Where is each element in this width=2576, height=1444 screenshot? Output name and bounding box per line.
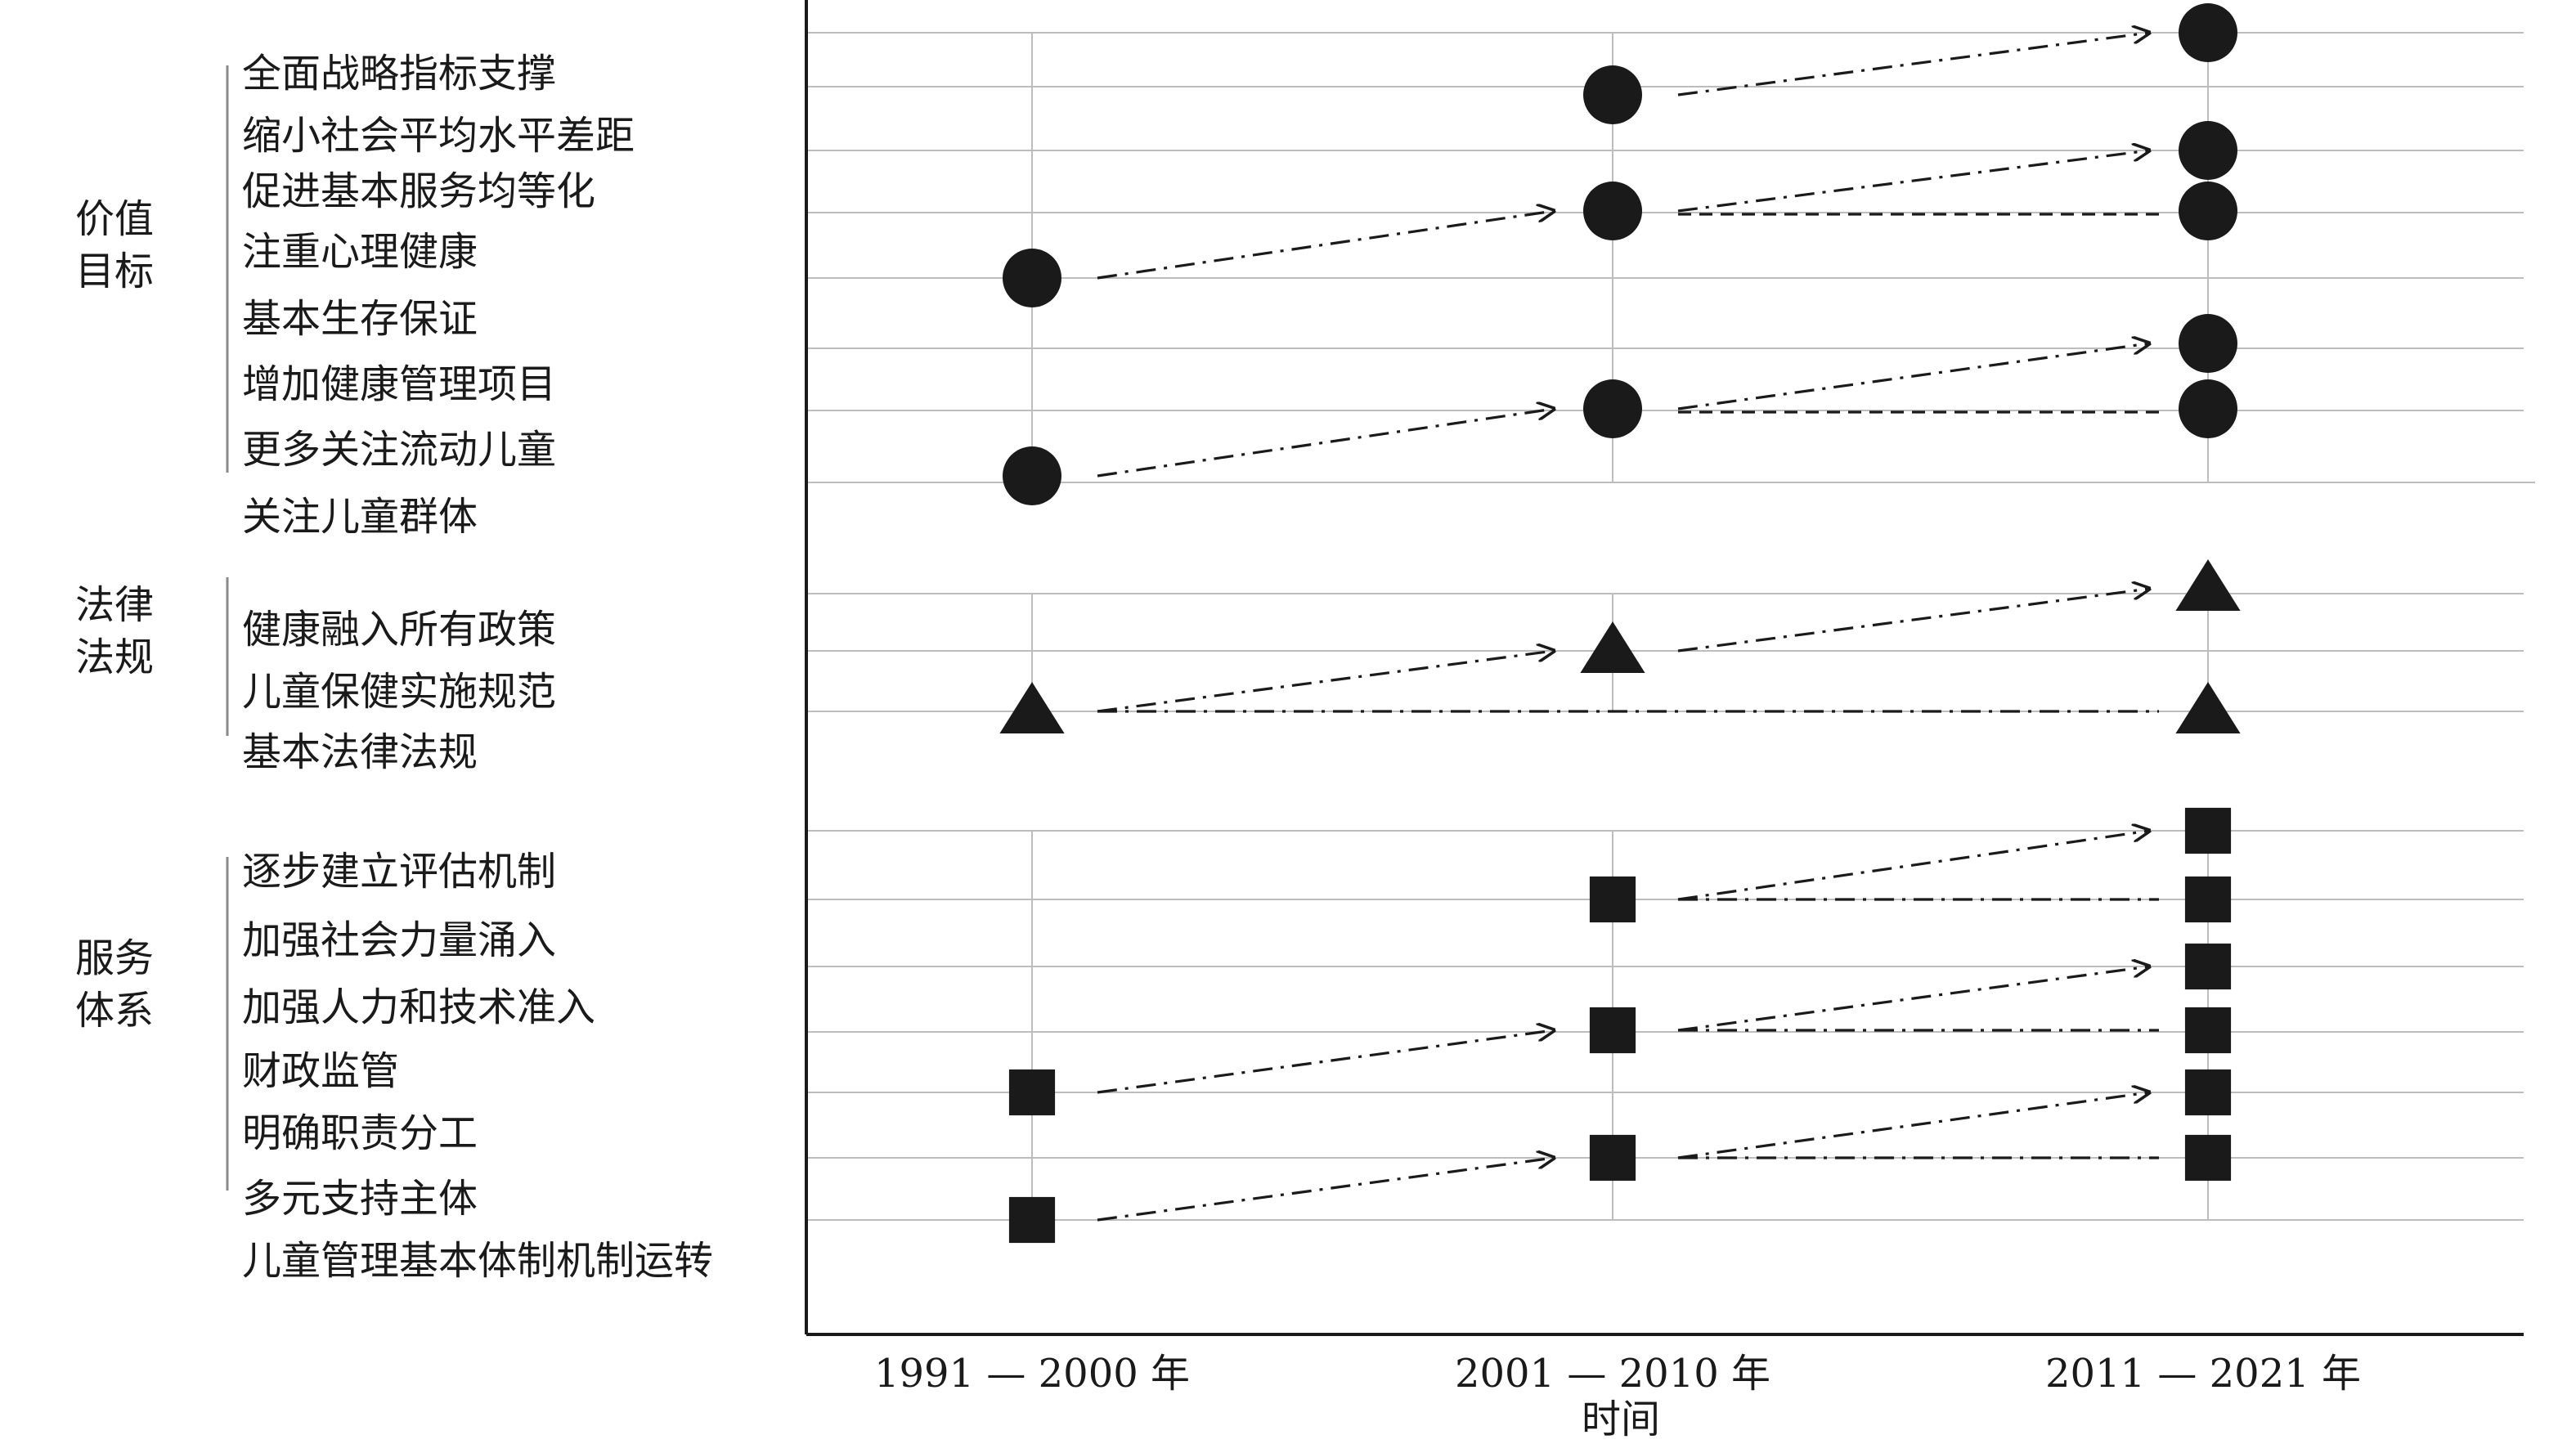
item-label: 促进基本服务均等化 [242, 168, 596, 215]
connector-arrow [1097, 651, 1554, 713]
x-axis-title: 时间 [1581, 1397, 1661, 1442]
period-label-1991-2000: 1991 — 2000 年 [873, 1351, 1191, 1397]
connector-arrow [1677, 1092, 2149, 1159]
marker-circle [1583, 379, 1642, 438]
connector-arrow [1097, 1030, 1554, 1094]
item-label: 健康融入所有政策 [242, 607, 557, 653]
connector-arrow [1097, 211, 1554, 280]
marker-square [1589, 1007, 1636, 1054]
group-label-line: 体系 [75, 988, 155, 1034]
item-label: 基本法律法规 [242, 729, 478, 776]
marker-square [2184, 807, 2232, 854]
connector-arrow [1677, 966, 2149, 1032]
marker-circle [1003, 446, 1061, 505]
group-label-line: 法规 [75, 635, 155, 680]
group-label-line: 目标 [75, 249, 155, 294]
item-label: 逐步建立评估机制 [242, 849, 557, 895]
marker-triangle [2175, 559, 2241, 611]
item-label: 基本生存保证 [242, 296, 478, 343]
period-label-2001-2010: 2001 — 2010 年 [1454, 1351, 1771, 1397]
marker-triangle [1580, 621, 1645, 673]
marker-square [2184, 1007, 2232, 1054]
item-label: 关注儿童群体 [242, 494, 478, 540]
group-label-service-system: 服务 体系 [75, 932, 154, 1037]
marker-circle [1003, 249, 1061, 307]
connector-arrow [1677, 343, 2149, 410]
item-label: 加强社会力量涌入 [242, 917, 557, 964]
connector-arrow [1097, 409, 1554, 478]
group-label-line: 服务 [75, 935, 155, 981]
marker-triangle [2175, 682, 2241, 733]
item-label: 财政监管 [242, 1048, 400, 1095]
marker-triangle [999, 682, 1065, 733]
connector-arrow [1677, 33, 2149, 96]
marker-circle [2179, 121, 2237, 180]
marker-circle [1583, 65, 1642, 124]
marker-square [2184, 1134, 2232, 1182]
item-label: 明确职责分工 [242, 1110, 478, 1157]
marker-circle [2179, 182, 2237, 240]
item-label: 儿童管理基本体制机制运转 [242, 1238, 714, 1285]
marker-square [1008, 1069, 1056, 1116]
item-label: 缩小社会平均水平差距 [242, 113, 635, 159]
marker-circle [2179, 314, 2237, 373]
marker-circle [2179, 3, 2237, 62]
marker-circle [2179, 379, 2237, 438]
group-label-value-goals: 价值 目标 [75, 193, 154, 298]
marker-square [2184, 1069, 2232, 1116]
group-label-laws-regulations: 法律 法规 [75, 579, 154, 684]
connector-arrow [1097, 1158, 1554, 1222]
item-label: 加强人力和技术准入 [242, 984, 596, 1031]
item-label: 儿童保健实施规范 [242, 669, 557, 715]
marker-square [1589, 876, 1636, 923]
item-label: 更多关注流动儿童 [242, 427, 557, 473]
connector-arrow [1677, 831, 2149, 901]
group-label-line: 价值 [75, 196, 155, 242]
period-label-2011-2021: 2011 — 2021 年 [2044, 1351, 2362, 1397]
connector-arrow [1677, 589, 2149, 652]
group-label-line: 法律 [75, 582, 155, 628]
marker-square [1589, 1134, 1636, 1182]
marker-circle [1583, 182, 1642, 240]
marker-square [1008, 1196, 1056, 1244]
item-label: 注重心理健康 [242, 229, 478, 276]
marker-square [2184, 876, 2232, 923]
marker-square [2184, 943, 2232, 990]
connector-arrow [1677, 150, 2149, 213]
item-label: 多元支持主体 [242, 1176, 478, 1222]
item-label: 增加健康管理项目 [242, 361, 557, 408]
item-label: 全面战略指标支撑 [242, 51, 557, 97]
